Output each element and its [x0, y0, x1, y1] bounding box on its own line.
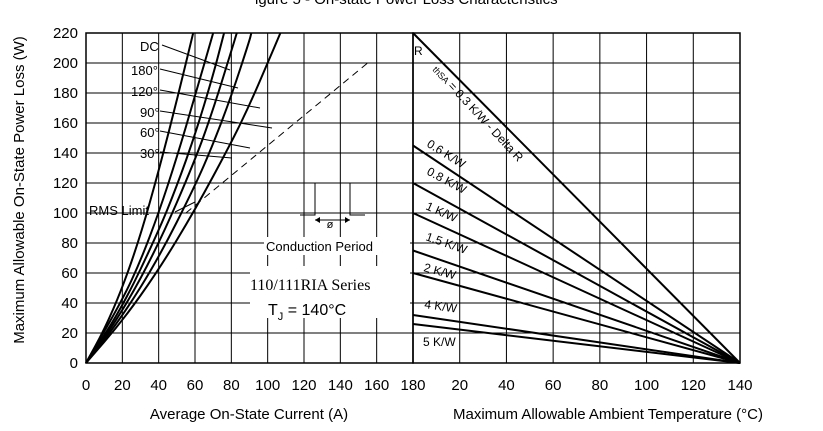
curve-120- — [85, 32, 238, 364]
x-tick-label: 40 — [498, 377, 515, 394]
x-tick-label: 120 — [681, 377, 706, 394]
x-tick-label: 100 — [255, 377, 280, 394]
y-tick-label: 20 — [61, 325, 78, 342]
x-tick-label: 60 — [545, 377, 562, 394]
right-plot-frame — [412, 32, 741, 364]
curve-dc — [85, 32, 282, 364]
curve-1-5-k-w — [412, 249, 741, 364]
arrow-head-right — [345, 217, 350, 223]
x-tick-label: 80 — [223, 377, 240, 394]
label-leader-line — [174, 201, 196, 213]
x-tick-label: 180 — [400, 377, 425, 394]
x-tick-label: 20 — [451, 377, 468, 394]
y-tick-label: 200 — [53, 55, 78, 72]
label-leader-line — [159, 130, 251, 149]
label-60: 60° — [140, 125, 160, 140]
conduction-angle-labels: DC 180° 120° 90° 60° 30° RMS Limit — [89, 39, 160, 218]
label-120: 120° — [131, 84, 158, 99]
x-tick-label: 40 — [150, 377, 167, 394]
y-tick-label: 140 — [53, 145, 78, 162]
y-tick-label: 0 — [70, 355, 78, 372]
phi-label: ø — [327, 219, 334, 231]
label-rms-limit: RMS Limit — [89, 203, 149, 218]
y-tick-label: 100 — [53, 205, 78, 222]
x-tick-label: 20 — [114, 377, 131, 394]
label-15: 1.5 K/W — [424, 230, 470, 257]
y-tick-label: 40 — [61, 295, 78, 312]
label-dc: DC — [140, 39, 159, 54]
label-4: 4 K/W — [424, 297, 459, 316]
arrow-head-left — [315, 217, 320, 223]
x-tick-label: 140 — [328, 377, 353, 394]
curve-0-8-k-w — [412, 182, 741, 364]
label-leader-line — [159, 110, 273, 129]
label-leader-line — [161, 44, 231, 71]
y-tick-label: 80 — [61, 235, 78, 252]
curve-1-k-w — [412, 212, 741, 364]
conduction-period-label: Conduction Period — [266, 239, 373, 254]
tick-labels: 0 20 40 60 80 100 120 140 160 180 200 220 0 20 40 60 80 1… — [53, 25, 753, 394]
x-tick-label: 80 — [592, 377, 609, 394]
y-tick-label: 180 — [53, 85, 78, 102]
chart-title-partial: igure 5 - On-state Power Loss Characteri… — [255, 0, 558, 8]
series-label: 110/111RIA Series — [250, 277, 370, 294]
x-tick-label: 100 — [634, 377, 659, 394]
tj-label: TJ = 140°C — [268, 302, 346, 323]
curve-90- — [85, 32, 226, 364]
y-tick-label: 220 — [53, 25, 78, 42]
x-axis-title-left: Average On-State Current (A) — [150, 406, 348, 423]
y-tick-label: 120 — [53, 175, 78, 192]
curve-4-k-w — [412, 314, 741, 364]
label-180: 180° — [131, 63, 158, 78]
curve-0-6-k-w — [412, 144, 741, 364]
x-tick-label: 160 — [364, 377, 389, 394]
label-90: 90° — [140, 105, 160, 120]
label-leader-line — [159, 89, 261, 109]
curve-r-thsa-0-3-k-w-delta-r — [412, 32, 741, 364]
curve-30- — [85, 32, 195, 364]
x-tick-label: 120 — [291, 377, 316, 394]
y-tick-label: 60 — [61, 265, 78, 282]
curve-60- — [85, 32, 215, 364]
label-leader-line — [159, 151, 233, 159]
label-r: R — [414, 44, 423, 58]
conduction-pulse-shape — [300, 182, 365, 216]
x-tick-label: 0 — [82, 377, 90, 394]
series-info: 110/111RIA Series TJ = 140°C — [250, 266, 410, 323]
x-axis-title-right: Maximum Allowable Ambient Temperature (°… — [453, 406, 763, 423]
curve-rms-limit — [185, 62, 368, 214]
series-info-bg — [250, 266, 410, 318]
left-curves — [85, 32, 368, 364]
right-curves — [412, 32, 741, 364]
conduction-period-inset: ø Conduction Period — [264, 182, 410, 255]
curve-5-k-w — [412, 323, 741, 364]
label-30: 30° — [140, 146, 160, 161]
x-tick-label: 140 — [727, 377, 752, 394]
y-tick-label: 160 — [53, 115, 78, 132]
curve-180- — [85, 32, 253, 364]
conduction-label-bg — [264, 237, 410, 255]
label-leader-line — [159, 68, 239, 89]
y-axis-title: Maximum Allowable On-State Power Loss (W… — [11, 36, 28, 344]
x-tick-label: 60 — [187, 377, 204, 394]
curve-2-k-w — [412, 272, 741, 364]
label-5: 5 K/W — [423, 335, 456, 349]
